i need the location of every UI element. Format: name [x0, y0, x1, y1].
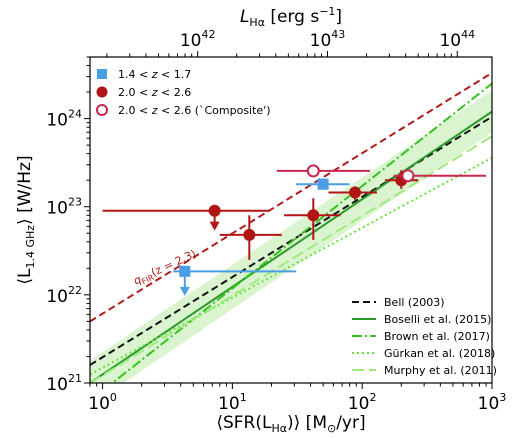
top-axis-label: LHα [erg s−1]	[240, 5, 342, 29]
axis-ticks	[84, 51, 493, 389]
y-axis-label: ⟨L1.4 GHz⟩ [W/Hz]	[15, 155, 37, 284]
legend-marker	[97, 69, 107, 79]
relation-lines	[90, 72, 492, 383]
data-point-2-0	[276, 164, 371, 178]
legend-point-label: 1.4 < z < 1.7	[118, 68, 191, 81]
legend-point-entry-2: 2.0 < z < 2.6 (`Composite')	[96, 104, 271, 117]
data-point-1-1	[219, 215, 282, 260]
marker-open-circle	[306, 164, 320, 178]
x-axis-label: ⟨SFR(LHα)⟩ [M⊙/yr]	[216, 413, 365, 435]
data-point-2-1	[393, 169, 487, 183]
legend-point-label: 2.0 < z < 2.6	[118, 86, 191, 99]
relation-line-3	[90, 156, 492, 376]
marker-circle	[348, 186, 361, 199]
legend-line-label: Bell (2003)	[384, 296, 445, 309]
legend-line-entry-1: Boselli et al. (2015)	[352, 313, 491, 326]
x-tick-label: 103	[478, 391, 507, 414]
x-tick-label: 102	[348, 391, 377, 414]
legend-point-label: 2.0 < z < 2.6 (`Composite')	[118, 104, 271, 117]
marker-square	[179, 265, 191, 277]
top-tick-label: 1044	[439, 28, 475, 51]
data-point-0-1	[296, 178, 350, 190]
marker-open-circle	[401, 169, 415, 183]
top-tick-label: 1043	[310, 28, 346, 51]
axis-labels: 100 101 102 103 1021 1022 1023 1024 1042 1043 1044…	[15, 5, 506, 435]
y-tick-label: 1024	[46, 108, 82, 131]
marker-circle	[307, 209, 320, 222]
data-point-1-3	[328, 186, 377, 200]
relation-line-5	[90, 72, 492, 323]
legend-marker	[96, 104, 108, 116]
y-tick-label: 1021	[46, 372, 82, 395]
upper-limit-arrow	[209, 221, 220, 231]
data-point-0-0	[173, 265, 297, 296]
x-tick-label: 100	[88, 391, 117, 414]
legend-line-entry-2: Brown et al. (2017)	[352, 330, 490, 343]
legend-marker	[96, 86, 108, 98]
legend-line-label: Gürkan et al. (2018)	[384, 347, 495, 360]
upper-limit-arrow	[179, 286, 190, 296]
legend-line-entry-3: Gürkan et al. (2018)	[352, 347, 495, 360]
marker-circle	[208, 204, 221, 217]
legend-line-label: Murphy et al. (2011)	[384, 364, 497, 377]
legend-line-label: Brown et al. (2017)	[384, 330, 490, 343]
data-points	[102, 164, 487, 296]
top-tick-label: 1042	[180, 28, 216, 51]
data-point-1-2	[284, 198, 341, 240]
legend-lines: Bell (2003) Boselli et al. (2015) Brown et…	[352, 296, 497, 377]
legend-line-entry-0: Bell (2003)	[352, 296, 445, 309]
legend-line-label: Boselli et al. (2015)	[384, 313, 491, 326]
relation-line-4	[90, 135, 492, 383]
relation-line-2	[110, 82, 492, 383]
legend-points: 1.4 < z < 1.7 2.0 < z < 2.6 2.0 < z < 2.6 …	[96, 68, 271, 117]
legend-point-entry-0: 1.4 < z < 1.7	[97, 68, 191, 81]
marker-square	[317, 178, 329, 190]
plot-area	[90, 72, 492, 383]
x-tick-label: 101	[218, 391, 247, 414]
legend-line-entry-4: Murphy et al. (2011)	[352, 364, 497, 377]
legend-point-entry-1: 2.0 < z < 2.6	[96, 86, 191, 99]
data-point-1-0	[102, 204, 269, 231]
y-tick-label: 1022	[46, 284, 82, 307]
y-tick-label: 1023	[46, 196, 82, 219]
marker-circle	[243, 228, 256, 241]
